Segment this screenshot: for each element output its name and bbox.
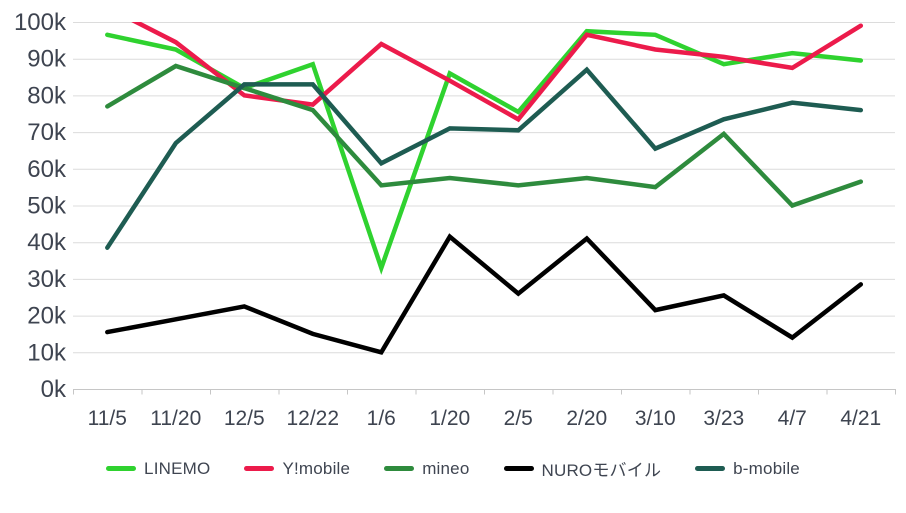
series-line-b-mobile bbox=[105, 66, 864, 250]
chart-legend: LINEMO Y!mobile mineo NUROモバイル b-mobile bbox=[0, 456, 906, 481]
x-tick-label: 12/22 bbox=[286, 407, 339, 430]
x-axis-line-and-ticks bbox=[73, 389, 896, 395]
y-tick-label: 30k bbox=[27, 266, 67, 293]
x-tick-label: 4/21 bbox=[840, 407, 881, 430]
legend-swatch-linemo bbox=[106, 466, 137, 471]
legend-swatch-ymobile bbox=[244, 466, 275, 471]
legend-label-linemo: LINEMO bbox=[144, 458, 211, 478]
x-tick-label: 12/5 bbox=[224, 407, 265, 430]
y-tick-label: 0k bbox=[41, 376, 67, 403]
x-tick-label: 3/23 bbox=[703, 407, 744, 430]
legend-item-mineo: mineo bbox=[384, 459, 469, 479]
x-tick-label: 2/5 bbox=[504, 407, 533, 430]
series-line-mineo bbox=[105, 63, 864, 209]
y-axis-labels: 0k 10k 20k 30k 40k 50k 60k 70k 80k 90k 100k bbox=[14, 9, 67, 403]
y-tick-label: 70k bbox=[27, 119, 67, 146]
x-tick-label: 1/20 bbox=[429, 407, 470, 430]
y-tick-label: 100k bbox=[14, 9, 67, 36]
x-tick-label: 4/7 bbox=[778, 407, 807, 430]
series-line-NUROモバイル bbox=[105, 233, 864, 355]
legend-label-mineo: mineo bbox=[422, 458, 470, 478]
series-lines bbox=[105, 22, 864, 355]
y-tick-label: 60k bbox=[27, 156, 67, 183]
x-tick-label: 3/10 bbox=[635, 407, 676, 430]
y-tick-label: 10k bbox=[27, 339, 67, 366]
legend-label-b-mobile: b-mobile bbox=[733, 458, 800, 478]
x-axis-labels: 11/5 11/20 12/5 12/22 1/6 1/20 2/5 2/20 3/10 3/23… bbox=[88, 407, 882, 430]
series-line-LINEMO bbox=[105, 28, 864, 275]
legend-item-nuro-mobile: NUROモバイル bbox=[503, 456, 662, 481]
y-tick-label: 80k bbox=[27, 82, 67, 109]
y-tick-label: 50k bbox=[27, 193, 67, 220]
chart-gridlines bbox=[73, 22, 895, 354]
legend-item-linemo: LINEMO bbox=[106, 459, 210, 479]
legend-label-nuro-mobile: NUROモバイル bbox=[541, 461, 662, 480]
x-tick-label: 11/20 bbox=[150, 407, 201, 430]
legend-item-b-mobile: b-mobile bbox=[695, 459, 800, 479]
x-tick-label: 2/20 bbox=[566, 407, 607, 430]
x-tick-label: 1/6 bbox=[367, 407, 396, 430]
legend-swatch-nuro-mobile bbox=[503, 466, 534, 471]
y-tick-label: 90k bbox=[27, 46, 67, 73]
legend-label-ymobile: Y!mobile bbox=[282, 458, 351, 478]
x-tick-label: 11/5 bbox=[88, 407, 127, 430]
y-tick-label: 20k bbox=[27, 303, 67, 330]
legend-swatch-mineo bbox=[384, 466, 415, 471]
legend-item-ymobile: Y!mobile bbox=[244, 459, 350, 479]
y-tick-label: 40k bbox=[27, 229, 67, 256]
legend-swatch-b-mobile bbox=[695, 466, 726, 471]
